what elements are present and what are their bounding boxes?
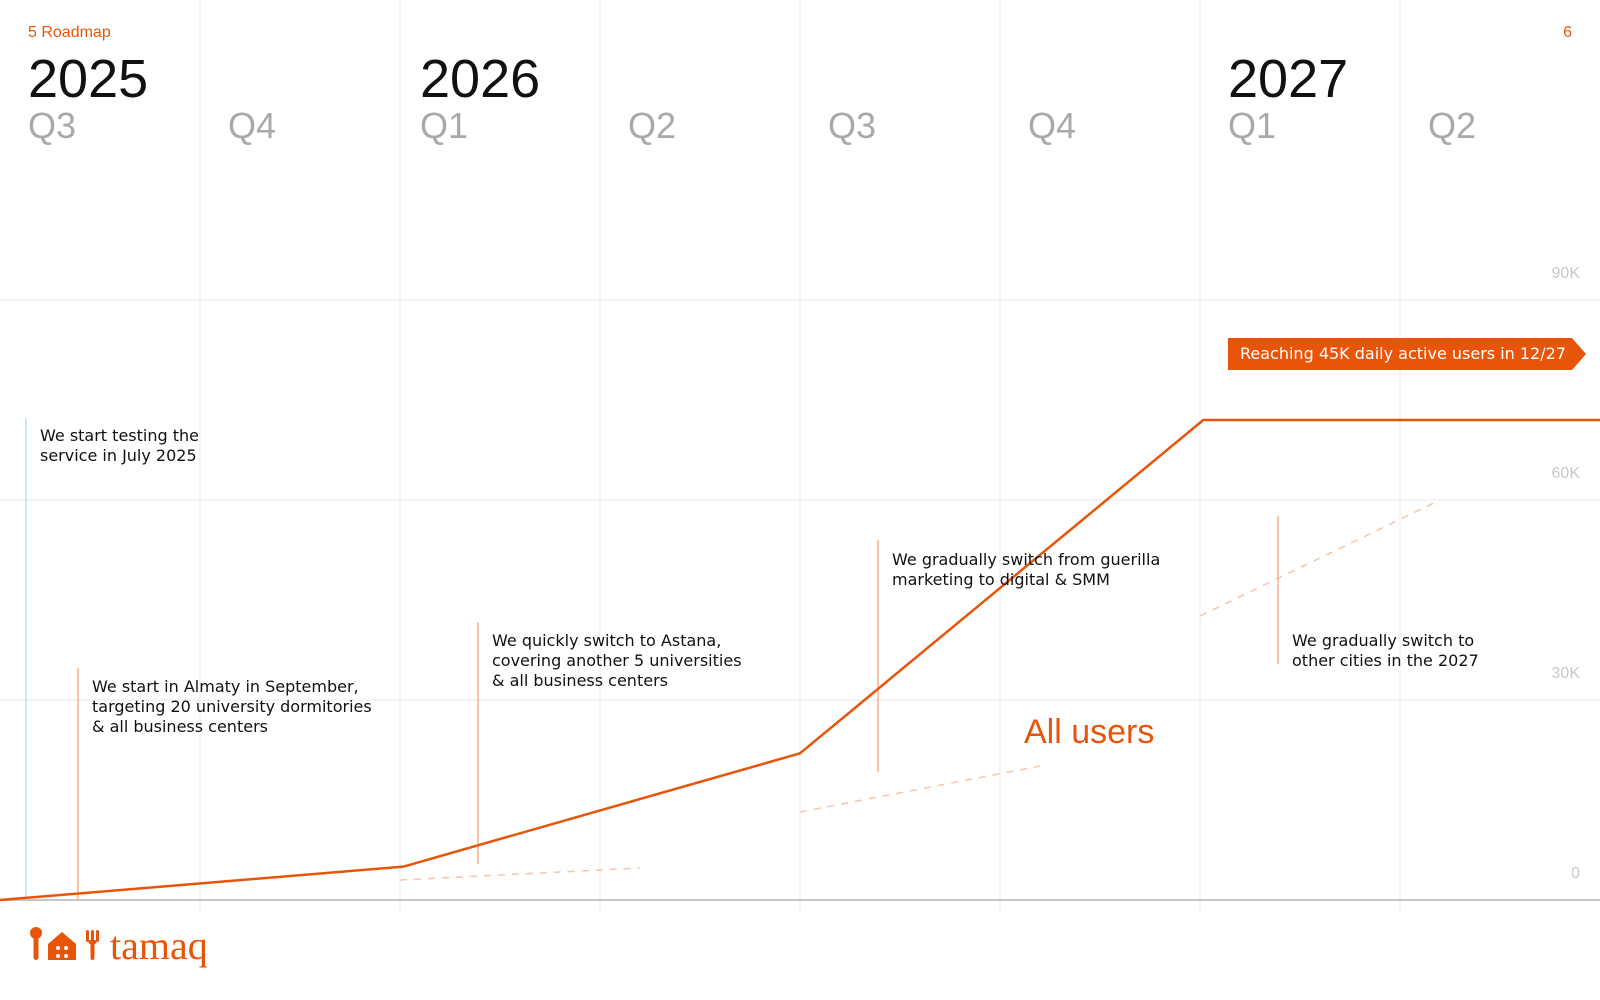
year-2026: 2026: [420, 49, 541, 109]
y-tick-label: 90K: [1551, 265, 1580, 282]
tamaq-logo-icon: [30, 927, 99, 960]
year-2025: 2025: [28, 49, 149, 109]
trend-dashed-line: [399, 867, 641, 881]
callout-text: We gradually switch from guerilla market…: [892, 550, 1161, 589]
quarter-label: Q4: [1028, 105, 1077, 146]
header-left: 5 Roadmap: [28, 24, 111, 41]
callout-text: We gradually switch to other cities in t…: [1292, 631, 1479, 670]
brand-name: tamaq: [110, 923, 208, 968]
trend-dashed-line: [799, 765, 1041, 813]
year-2027: 2027: [1228, 49, 1349, 109]
quarter-label: Q4: [228, 105, 277, 146]
trend-dashed-line: [1199, 499, 1441, 617]
y-tick-label: 30K: [1551, 665, 1580, 682]
milestone-banner: Reaching 45K daily active users in 12/27: [1228, 338, 1586, 370]
all-users-line: [0, 418, 1600, 902]
quarter-label: Q1: [1228, 105, 1277, 146]
quarter-label: Q3: [828, 105, 877, 146]
quarter-label: Q2: [1428, 105, 1477, 146]
callout-text: We start in Almaty in September, targeti…: [92, 677, 372, 736]
quarter-label: Q3: [28, 105, 77, 146]
brand-logo: tamaq: [28, 926, 208, 966]
header-right: 6: [1563, 24, 1572, 41]
callout-text: We start testing the service in July 202…: [40, 426, 199, 465]
quarter-label: Q2: [628, 105, 677, 146]
y-tick-label: 0: [1571, 865, 1580, 882]
series-label: All users: [1024, 713, 1155, 751]
quarter-label: Q1: [420, 105, 469, 146]
callout-text: We quickly switch to Astana, covering an…: [492, 631, 742, 690]
y-tick-label: 60K: [1551, 465, 1580, 482]
